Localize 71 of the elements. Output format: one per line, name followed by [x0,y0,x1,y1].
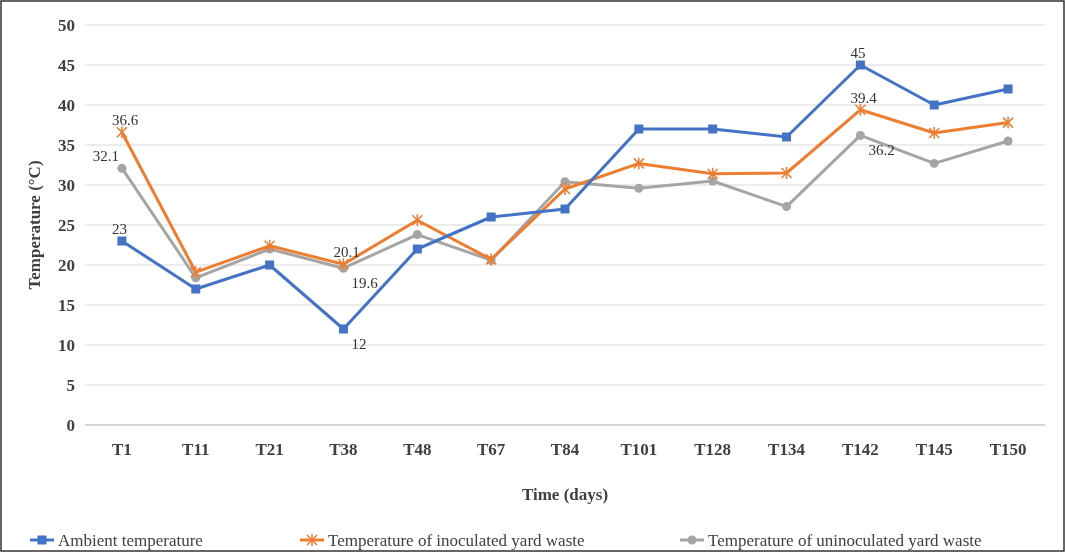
point [190,265,202,279]
data-label: 23 [111,221,127,237]
x-tick-label: T142 [841,440,879,459]
point [634,124,644,134]
point [117,163,127,173]
point [1003,136,1013,146]
y-axis-title: Temperature (°C) [25,160,44,290]
y-tick-label: 45 [58,55,75,75]
x-axis-title: Time (days) [521,485,609,504]
data-label: 39.4 [850,89,878,106]
point [1002,115,1014,130]
data-label: 12 [351,336,367,352]
x-tick-label: T150 [989,440,1027,459]
point [412,230,422,240]
y-tick-label: 30 [58,175,75,195]
point [1003,84,1013,94]
y-tick-label: 20 [58,255,75,275]
data-label: 19.6 [351,275,379,292]
x-tick-label: T21 [255,440,284,459]
point [854,103,867,117]
x-tick-label: T1 [112,440,132,459]
point [708,176,718,186]
point [782,202,792,212]
point [929,100,939,110]
point [117,236,127,246]
point [780,166,793,180]
y-tick-label: 40 [58,95,75,115]
point [855,60,865,70]
data-label: 20.1 [333,244,360,261]
y-tick-label: 0 [66,415,75,435]
point [634,183,644,193]
data-label: 32.1 [92,148,119,165]
data-label: 45 [850,45,866,61]
point [412,244,422,254]
x-tick-label: T84 [550,440,580,459]
point [706,167,719,181]
x-tick-label: T101 [620,440,658,459]
point [559,182,571,196]
x-tick-label: T48 [403,440,432,459]
point [263,239,276,253]
point [929,158,939,168]
y-tick-label: 50 [58,15,75,35]
x-tick-label: T128 [694,440,732,459]
x-tick-label: T67 [476,440,506,459]
point [928,126,940,140]
point [486,212,496,222]
x-tick-label: T145 [915,440,953,459]
y-tick-label: 35 [58,135,75,155]
legend-label: Temperature of inoculated yard waste [328,530,585,550]
y-tick-label: 5 [66,375,75,395]
point [633,156,645,171]
data-label: 36.6 [111,112,139,129]
y-tick-label: 15 [58,295,75,315]
y-tick-label: 25 [58,215,75,235]
point [782,132,792,142]
point [708,124,718,134]
point [338,324,348,334]
point [116,125,128,139]
x-tick-label: T11 [182,440,210,459]
data-label: 36.2 [868,142,895,159]
legend-label: Ambient temperature [58,530,203,550]
point [411,213,424,227]
point [337,257,350,271]
x-tick-label: T134 [768,440,806,459]
x-tick-label: T38 [329,440,358,459]
y-tick-label: 10 [58,335,75,355]
legend-label: Temperature of uninoculated yard waste [708,530,982,550]
point [265,260,275,270]
point [855,130,865,140]
point [191,284,201,294]
point [560,204,570,214]
